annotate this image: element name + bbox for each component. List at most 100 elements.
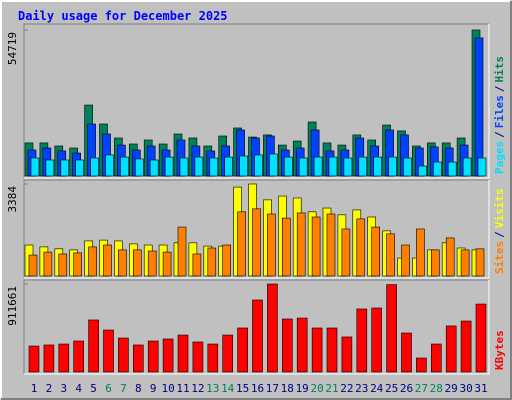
x-tick-label: 31 — [474, 382, 487, 395]
x-tick-label: 1 — [31, 382, 38, 395]
bar — [73, 252, 82, 277]
x-tick-label: 6 — [105, 382, 112, 395]
legend-separator: / — [493, 131, 506, 138]
x-tick-label: 2 — [46, 382, 53, 395]
legend-entry: KBytes — [493, 330, 506, 370]
x-tick-label: 19 — [296, 382, 309, 395]
x-tick-label: 24 — [370, 382, 384, 395]
bar — [298, 157, 308, 177]
bar — [416, 228, 425, 277]
bar — [418, 165, 427, 177]
bar — [430, 249, 440, 277]
bar — [105, 154, 114, 177]
bar — [135, 158, 144, 177]
bar — [60, 159, 70, 177]
bar — [133, 249, 142, 277]
bar — [149, 159, 159, 177]
bar — [326, 213, 336, 277]
bar — [313, 156, 323, 177]
bar — [371, 226, 381, 277]
bar — [58, 343, 70, 373]
bar — [209, 157, 219, 177]
bar — [445, 325, 457, 373]
x-tick-label: 21 — [325, 382, 338, 395]
bar — [343, 157, 353, 177]
bar — [341, 336, 353, 373]
y-tick-label: 911661 — [6, 286, 19, 326]
x-tick-label: 23 — [355, 382, 368, 395]
bar — [192, 253, 202, 277]
bar — [460, 249, 470, 277]
bar — [460, 320, 472, 373]
bar — [28, 345, 40, 373]
bar — [281, 318, 293, 373]
bar — [267, 213, 276, 277]
bar — [237, 327, 248, 373]
bar — [177, 226, 187, 277]
bar — [252, 208, 261, 277]
bar — [311, 327, 323, 373]
bar — [269, 153, 278, 177]
bar — [356, 218, 366, 277]
bar — [477, 157, 487, 177]
x-tick-label: 9 — [150, 382, 157, 395]
bar — [118, 249, 127, 277]
x-tick-label: 16 — [251, 382, 264, 395]
x-tick-label: 3 — [60, 382, 67, 395]
bar — [447, 161, 457, 177]
bar — [237, 211, 246, 277]
bar — [283, 156, 293, 177]
bar — [192, 341, 204, 373]
legend-entry: Sites — [493, 241, 506, 274]
y-tick-label: 54719 — [6, 32, 19, 65]
bar — [194, 156, 204, 177]
bar — [133, 344, 144, 373]
bar — [177, 334, 189, 373]
bar — [147, 340, 159, 373]
bar — [88, 246, 97, 277]
bar — [45, 159, 55, 177]
bar — [475, 248, 485, 277]
panel-bevel-dark — [23, 23, 489, 178]
bar — [401, 332, 412, 373]
bar — [341, 228, 351, 277]
bar — [222, 244, 231, 277]
bar — [90, 157, 99, 177]
x-tick-label: 18 — [281, 382, 294, 395]
x-tick-label: 4 — [75, 382, 82, 395]
x-tick-label: 30 — [459, 382, 472, 395]
x-tick-label: 28 — [430, 382, 443, 395]
x-tick-label: 14 — [221, 382, 235, 395]
y-tick-label: 3384 — [6, 186, 19, 213]
panel-bevel-light — [24, 280, 490, 375]
x-tick-label: 12 — [191, 382, 204, 395]
bar — [403, 157, 412, 177]
bar — [432, 161, 442, 177]
legend: Sites / Visits — [493, 189, 506, 275]
x-tick-label: 7 — [120, 382, 127, 395]
x-tick-label: 29 — [445, 382, 458, 395]
bar — [326, 327, 338, 373]
bar — [252, 299, 263, 373]
x-tick-label: 10 — [161, 382, 174, 395]
bar — [224, 156, 233, 177]
bar — [43, 251, 53, 277]
panel-bevel-dark — [23, 179, 489, 278]
panel-bevel-light — [24, 24, 490, 179]
legend-entry: Pages — [493, 141, 506, 174]
bar — [462, 157, 472, 177]
x-tick-label: 15 — [236, 382, 249, 395]
bar — [118, 337, 129, 373]
bar — [147, 250, 157, 277]
legend-entry: Visits — [493, 189, 506, 229]
bar — [179, 157, 189, 177]
x-tick-label: 20 — [310, 382, 323, 395]
bar — [43, 344, 55, 373]
legend-entry: Files — [493, 95, 506, 128]
bar — [254, 154, 263, 177]
x-tick-label: 17 — [266, 382, 279, 395]
legend-separator: / — [493, 231, 506, 238]
bar — [207, 343, 219, 373]
bar — [103, 329, 114, 373]
